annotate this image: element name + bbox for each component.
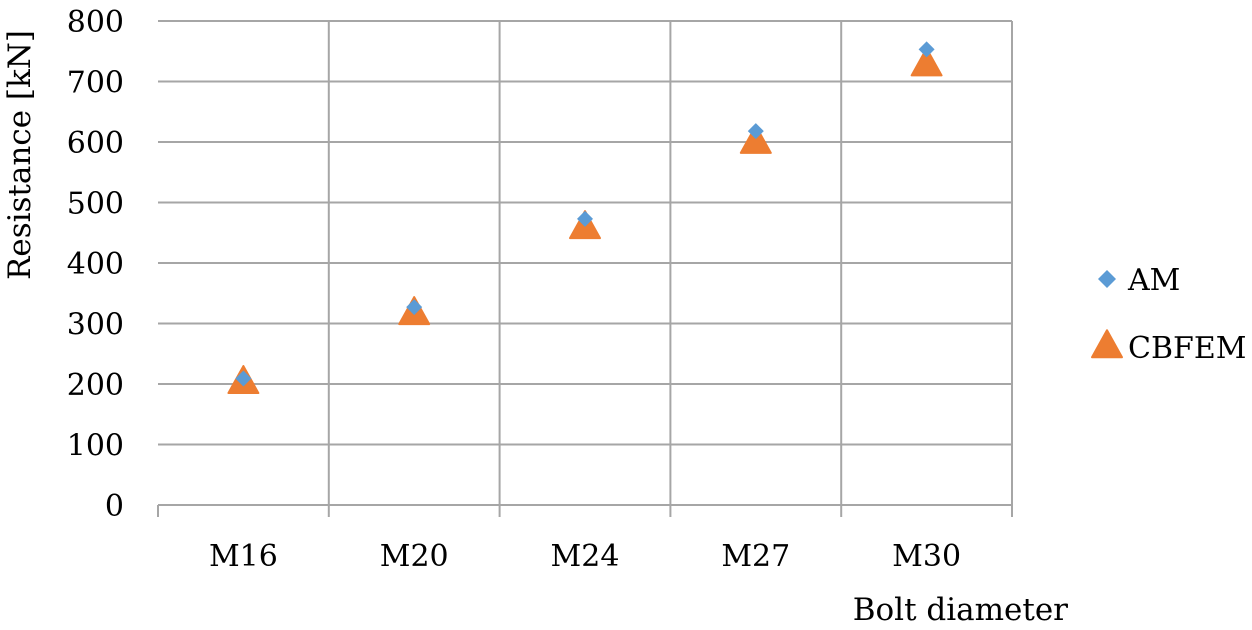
cbfem-point	[910, 47, 943, 77]
cbfem-point	[739, 124, 772, 154]
x-tick-label: M16	[209, 539, 278, 574]
am-point	[235, 370, 252, 387]
y-tick-label: 0	[105, 489, 124, 524]
y-tick-label: 600	[67, 126, 124, 161]
x-tick-label: M27	[721, 539, 790, 574]
y-tick-label: 300	[67, 308, 124, 343]
axes	[157, 504, 1013, 517]
x-axis-label: Bolt diameter	[853, 592, 1068, 628]
y-axis-label: Resistance [kN]	[2, 30, 38, 280]
am-point	[747, 123, 764, 140]
legend-label: CBFEM	[1128, 331, 1246, 366]
legend-marker-am	[1098, 270, 1116, 288]
y-tick-label: 700	[67, 66, 124, 101]
am-point	[406, 299, 423, 316]
y-tick-label: 100	[67, 429, 124, 464]
legend-marker-cbfem	[1091, 329, 1123, 359]
gridlines	[158, 20, 1013, 505]
y-tick-label: 400	[67, 247, 124, 282]
am-point	[918, 41, 935, 58]
x-tick-label: M30	[892, 539, 961, 574]
x-tick-label: M24	[551, 539, 620, 574]
data-marks	[227, 41, 943, 395]
legend-label: AM	[1127, 263, 1180, 298]
y-tick-label: 800	[67, 5, 124, 40]
x-tick-labels: M16 M20 M24 M27 M30	[209, 539, 961, 574]
y-tick-label: 200	[67, 368, 124, 403]
y-tick-labels: 0 100 200 300 400 500 600 700 800	[67, 5, 124, 524]
legend: AM CBFEM	[1091, 263, 1246, 366]
y-tick-label: 500	[67, 187, 124, 222]
x-tick-label: M20	[380, 539, 449, 574]
am-point	[577, 210, 593, 227]
